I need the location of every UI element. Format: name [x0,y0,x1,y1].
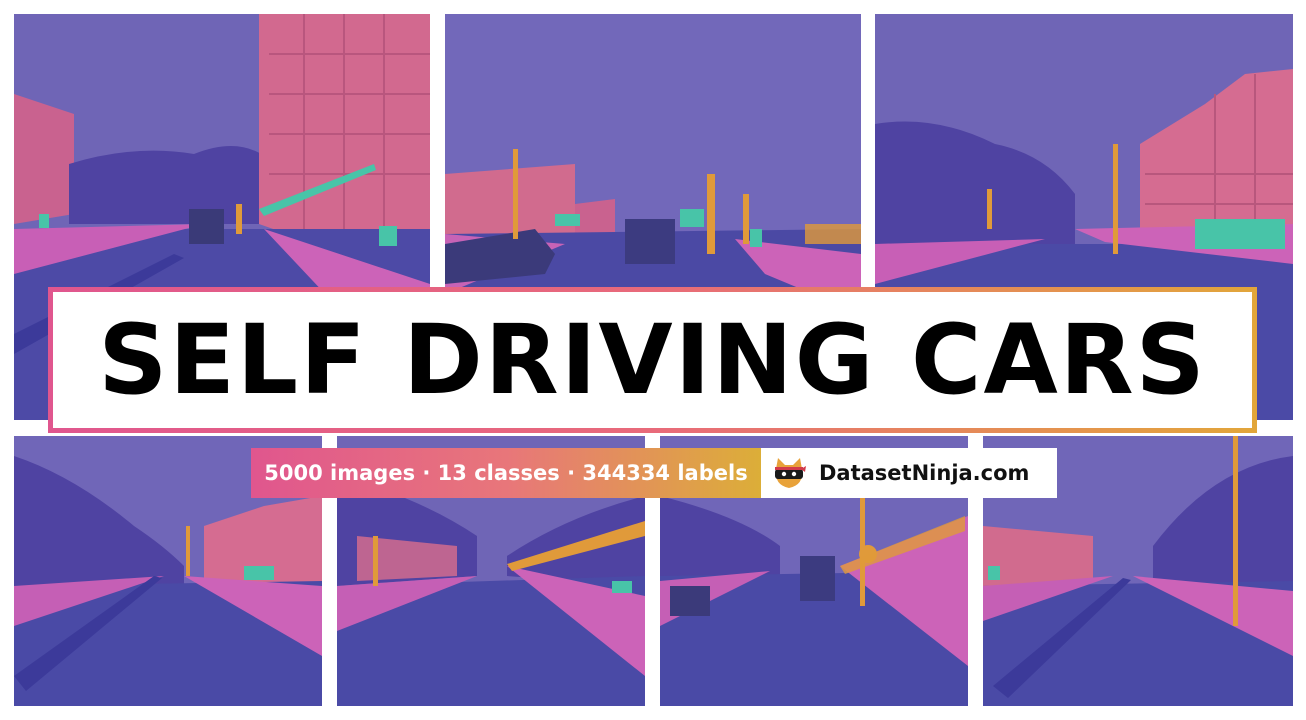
ninja-cat-icon [775,458,806,488]
stats-text: 5000 images · 13 classes · 344334 labels [264,461,748,485]
stats-badge: 5000 images · 13 classes · 344334 labels [251,448,761,498]
brand-badge: DatasetNinja.com [761,448,1057,498]
title-banner: SELF DRIVING CARS [48,287,1257,433]
segmentation-image-7 [983,436,1293,706]
brand-name: DatasetNinja.com [819,461,1030,485]
title-banner-inner: SELF DRIVING CARS [53,292,1252,428]
page-title: SELF DRIVING CARS [98,304,1207,416]
segmentation-image-4 [14,436,322,706]
